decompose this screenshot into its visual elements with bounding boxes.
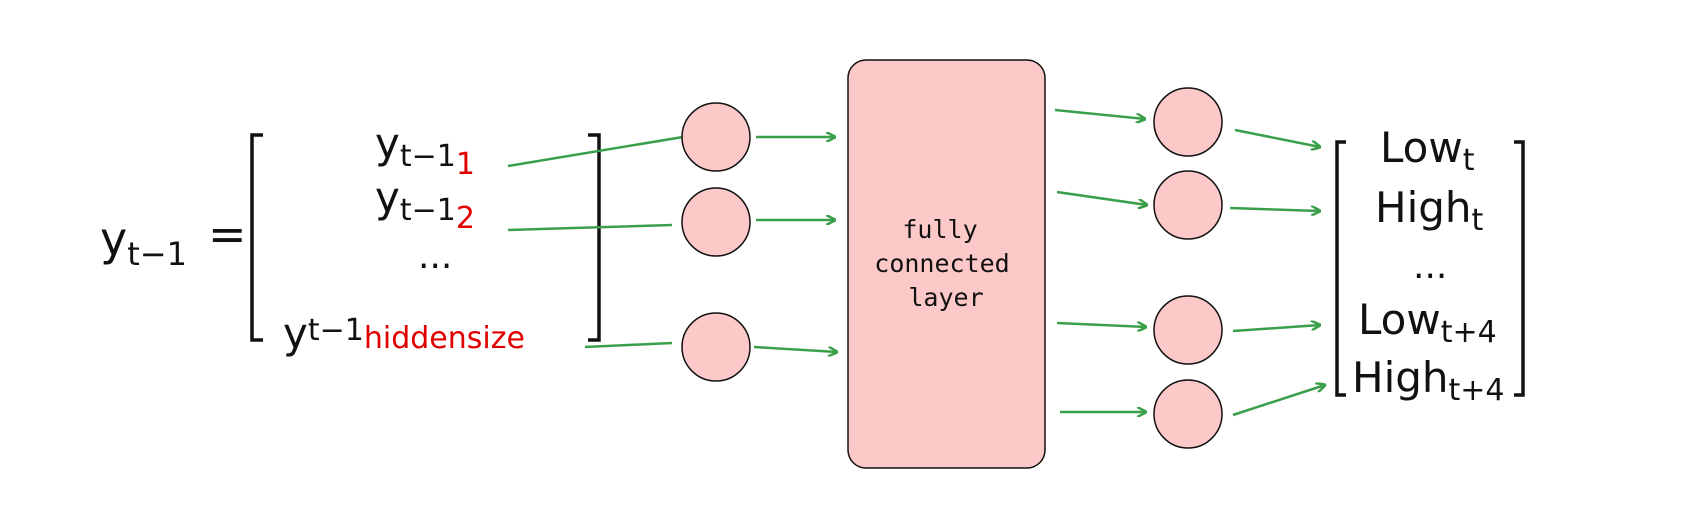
connector-row4-node3 — [584, 341, 673, 349]
input-node-1 — [681, 102, 751, 172]
input-row-1: yt−11 — [375, 119, 475, 182]
output-node-2 — [1153, 170, 1223, 240]
connector-row1-node1 — [507, 135, 684, 168]
connector-row2-node2 — [507, 223, 673, 232]
input-left-bracket — [250, 133, 263, 342]
output-node-1 — [1153, 87, 1223, 157]
equals-sign: = — [208, 207, 247, 261]
arrow-node3-to-fc — [753, 345, 837, 352]
output-right-bracket — [1514, 140, 1525, 397]
output-node-3 — [1153, 295, 1223, 365]
input-node-3 — [681, 312, 751, 382]
fc-label-line-1: fully — [902, 215, 977, 244]
arrow-out3-to-vector — [1232, 325, 1320, 333]
output-node-4 — [1153, 379, 1223, 449]
input-right-bracket — [588, 133, 601, 342]
arrow-fc-to-out1 — [1054, 108, 1145, 119]
arrow-fc-to-out3 — [1056, 323, 1146, 327]
arrow-out2-to-vector — [1229, 208, 1320, 211]
fc-label-line-3: layer — [908, 283, 983, 312]
fully-connected-layer — [847, 59, 1046, 469]
output-row-ellipsis: ... — [1413, 246, 1447, 287]
output-row-high-t: Hight — [1375, 183, 1484, 238]
input-node-2 — [681, 187, 751, 257]
output-left-bracket — [1335, 140, 1346, 397]
input-row-ellipsis: ... — [418, 236, 452, 277]
arrow-fc-to-out2 — [1056, 190, 1147, 205]
input-row-hiddensize: yt−1hiddensize — [283, 309, 525, 358]
output-row-low-t: Lowt — [1380, 123, 1475, 178]
output-row-high-t4: Hight+4 — [1352, 353, 1505, 408]
arrow-out4-to-vector — [1232, 385, 1325, 417]
lhs-label: yt−1 — [100, 212, 187, 273]
input-row-2: yt−12 — [375, 173, 475, 236]
fc-label-line-2: connected — [874, 249, 1009, 278]
output-row-low-t4: Lowt+4 — [1358, 295, 1497, 350]
arrow-out1-to-vector — [1234, 128, 1320, 147]
